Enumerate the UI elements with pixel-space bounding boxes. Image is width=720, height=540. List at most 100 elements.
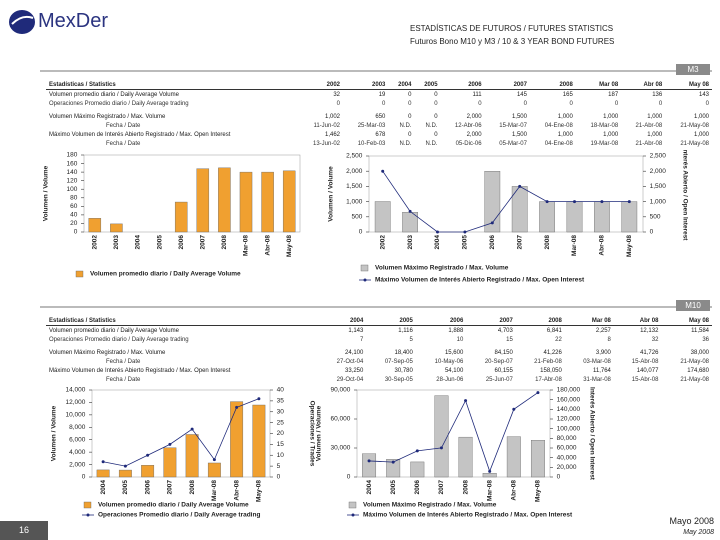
- tick-label: 500: [650, 214, 661, 221]
- tick-label: 15: [277, 441, 285, 448]
- column-header: 2004: [388, 80, 415, 90]
- table-cell: 20-Sep-07: [484, 358, 513, 365]
- table-cell: 2,000: [466, 113, 482, 120]
- tick-label: 0: [557, 474, 561, 481]
- tick-label: 120,000: [557, 416, 581, 423]
- x-tick-label: 2006: [144, 480, 151, 495]
- table-cell: 13-Jun-02: [312, 140, 341, 147]
- line-marker: [573, 200, 576, 204]
- column-header: 2007: [466, 316, 516, 326]
- section-rule: [40, 306, 712, 308]
- column-header: 2004: [318, 316, 367, 326]
- table-cell: N.D.: [399, 140, 412, 147]
- legend-swatch: [75, 270, 84, 278]
- y-axis-title: Volumen / Volume: [43, 165, 50, 221]
- table-cell: 0: [408, 91, 412, 98]
- bar: [566, 201, 583, 233]
- line: [382, 170, 630, 233]
- bar: [621, 201, 638, 233]
- table-row: Fecha / Date 11-Jun-02 25-Mar-03 N.D. N.D. 12…: [46, 121, 712, 130]
- x-tick-label: 2006: [414, 480, 421, 495]
- table-cell: 29-Oct-04: [336, 376, 364, 383]
- x-tick-label: 2005: [122, 480, 129, 495]
- column-header: 2005: [366, 316, 416, 326]
- column-header: Estadísticas / Statistics: [46, 80, 299, 90]
- table-cell: 21-Abr-08: [635, 140, 663, 147]
- table-cell: 15-Mar-07: [499, 122, 527, 129]
- line-marker: [627, 200, 631, 204]
- table-cell: 10-May-06: [434, 358, 464, 365]
- table-cell: 21-Abr-08: [635, 122, 663, 129]
- table-cell: 04-Ene-08: [544, 140, 573, 147]
- tick-label: 90,000: [331, 387, 351, 394]
- table-cell: 1,116: [398, 327, 413, 334]
- table-cell: 0: [382, 100, 386, 107]
- table-cell: Operaciones Promedio diario / Daily Aver…: [49, 100, 189, 107]
- column-header: 2006: [415, 316, 467, 326]
- line-marker: [536, 391, 540, 395]
- x-tick-label: 2006: [489, 235, 496, 250]
- table-cell: 1,000: [693, 131, 709, 138]
- column-header: Abr 08: [621, 80, 666, 90]
- table-cell: 21-May-08: [680, 140, 709, 147]
- bar: [185, 434, 199, 478]
- tick-label: 60: [70, 203, 78, 210]
- table-cell: 33,250: [344, 367, 364, 374]
- bar: [410, 461, 425, 478]
- tick-label: 2,000: [346, 168, 363, 175]
- line-marker: [488, 469, 492, 473]
- table-cell: 0: [614, 100, 619, 107]
- x-tick-label: 2004: [135, 235, 142, 250]
- tick-label: 1,500: [346, 183, 363, 190]
- table-cell: Volumen promedio diario / Daily Average …: [49, 91, 179, 98]
- table-cell: Volumen promedio diario / Daily Average …: [49, 327, 179, 334]
- tick-label: 1,000: [346, 198, 363, 205]
- tick-label: 10: [277, 452, 285, 459]
- tick-label: 0: [359, 229, 363, 236]
- table-cell: 15: [506, 336, 513, 343]
- table-cell: 10-Feb-03: [357, 140, 386, 147]
- section-rule: [40, 70, 712, 72]
- table-cell: 84,150: [494, 349, 513, 356]
- x-tick-label: May-08: [535, 480, 542, 502]
- table-cell: 04-Ene-08: [544, 122, 573, 129]
- table-cell: 140,077: [636, 367, 659, 374]
- table-cell: 1,500: [511, 131, 527, 138]
- bar: [163, 447, 177, 478]
- bar: [110, 223, 123, 233]
- bar: [482, 473, 497, 478]
- table-cell: 60,155: [494, 367, 513, 374]
- line-marker: [415, 449, 419, 453]
- bar: [174, 201, 188, 233]
- table-cell: 136: [652, 91, 663, 98]
- bar: [239, 171, 253, 233]
- table-cell: 11-Jun-02: [313, 122, 341, 129]
- legend-label: Volumen promedio diario / Daily Average …: [90, 271, 241, 278]
- tick-label: 14,000: [66, 387, 86, 394]
- tick-label: 80: [70, 194, 78, 201]
- x-tick-label: 2002: [92, 235, 99, 250]
- x-tick-label: 2007: [167, 480, 174, 495]
- legend-swatch: [348, 501, 357, 509]
- x-tick-label: 2004: [100, 480, 107, 495]
- x-tick-label: 2004: [434, 235, 441, 250]
- column-header: May 08: [665, 80, 712, 90]
- footer-date-en: May 2008: [683, 529, 714, 536]
- table-cell: 145: [516, 91, 527, 98]
- table-cell: 0: [336, 100, 341, 107]
- table-cell: 21-May-08: [680, 358, 709, 365]
- y2-axis-title: Interés Abierto / Open Interest: [588, 387, 595, 481]
- legend-label: Máximo Volumen de Interés Abierto Regist…: [363, 512, 573, 519]
- table-cell: Volumen Máximo Registrado / Max. Volume: [49, 349, 166, 356]
- table-cell: 22: [555, 336, 562, 343]
- x-tick-label: Abr-08: [599, 235, 606, 256]
- table-cell: Operaciones Promedio diario / Daily Aver…: [49, 336, 189, 343]
- table-cell: 1,462: [325, 131, 341, 138]
- table-cell: 07-Sep-05: [384, 358, 413, 365]
- table-cell: 187: [608, 91, 619, 98]
- bar: [374, 201, 391, 233]
- table-cell: 27-Oct-04: [336, 358, 364, 365]
- logo-text: MexDer: [38, 10, 109, 32]
- x-tick-label: Abr-08: [264, 235, 271, 256]
